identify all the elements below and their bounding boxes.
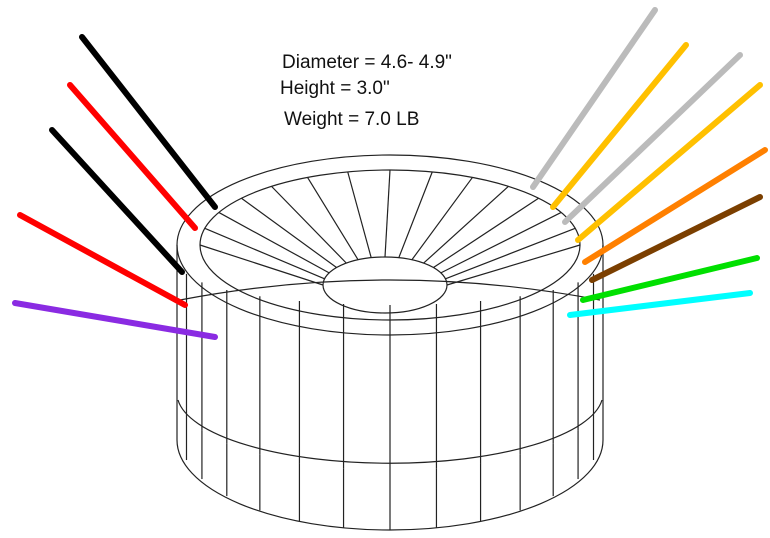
winding-top	[440, 211, 562, 274]
winding-top	[218, 211, 330, 274]
wire	[580, 255, 760, 303]
winding-top	[347, 171, 372, 258]
wire	[49, 127, 185, 275]
winding-top	[411, 177, 473, 261]
wire	[79, 34, 218, 210]
winding-top	[307, 177, 359, 261]
spec-weight: Weight = 7.0 LB	[284, 109, 419, 130]
wire	[550, 42, 689, 210]
spec-height: Height = 3.0"	[280, 78, 390, 99]
front-crest	[179, 279, 601, 301]
winding-top	[445, 227, 576, 280]
wires	[12, 7, 768, 340]
winding-top	[446, 244, 581, 286]
winding-top	[423, 185, 509, 264]
wire	[17, 212, 188, 308]
wire	[12, 300, 218, 340]
winding-top	[398, 171, 433, 258]
wire	[530, 7, 658, 190]
wire	[582, 147, 768, 265]
winding-top	[204, 227, 325, 280]
top-inner	[199, 169, 581, 321]
hole	[322, 256, 448, 314]
winding-top	[271, 185, 347, 264]
winding-top	[199, 244, 324, 286]
winding-top	[433, 197, 539, 269]
wire	[562, 52, 743, 225]
winding-top	[384, 169, 391, 258]
wire	[589, 194, 763, 283]
winding-top	[241, 197, 337, 269]
wire	[67, 82, 198, 231]
spec-diameter: Diameter = 4.6- 4.9"	[282, 52, 452, 73]
wire	[575, 82, 763, 243]
wire	[567, 290, 753, 318]
toroid	[176, 154, 604, 531]
